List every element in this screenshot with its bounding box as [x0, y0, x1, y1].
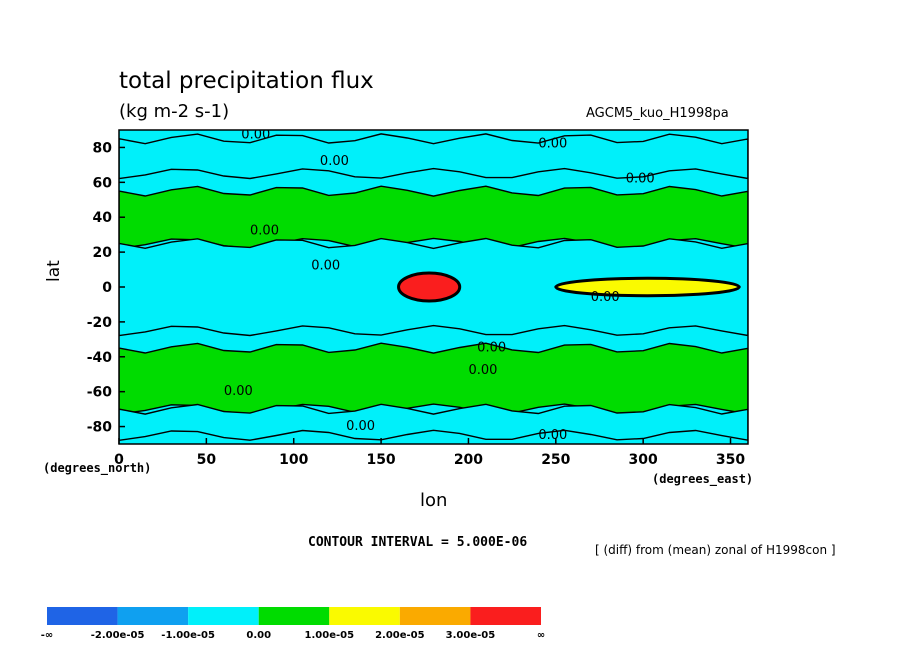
region-band-south-mid-positive	[119, 342, 748, 415]
contour-label: 0.00	[250, 224, 279, 239]
y-unit-label: (degrees_north)	[43, 461, 152, 475]
contour-label: 0.00	[241, 128, 270, 143]
colorbar-swatch	[470, 607, 541, 625]
contour-label: 0.00	[311, 259, 340, 274]
x-tick-label: 250	[541, 452, 570, 468]
y-tick-label: 0	[102, 280, 112, 296]
contour-label: 0.00	[477, 341, 506, 356]
x-tick-label: 0	[114, 452, 124, 468]
contour-label: 0.00	[538, 136, 567, 151]
model-label: AGCM5_kuo_H1998pa	[586, 106, 729, 121]
x-tick-label: 50	[197, 452, 217, 468]
chart-units: (kg m-2 s-1)	[119, 101, 230, 122]
contour-label: 0.00	[346, 419, 375, 434]
colorbar-label: -2.00e-05	[91, 630, 145, 641]
x-axis-label: lon	[420, 490, 448, 511]
colorbar-label: 3.00e-05	[446, 630, 496, 641]
region-band-north-polar-negative	[119, 133, 748, 180]
region-band-south-polar-negative	[119, 403, 748, 442]
y-tick-label: 20	[93, 245, 113, 261]
region-itcz-east	[554, 276, 741, 298]
colorbar-swatch	[329, 607, 400, 625]
region-warm-pool-anomaly	[397, 271, 462, 303]
colorbar-swatch	[399, 607, 471, 625]
region-band-north-mid-positive	[119, 185, 748, 250]
x-tick-label: 200	[454, 452, 483, 468]
diff-note: [ (diff) from (mean) zonal of H1998con ]	[595, 543, 836, 557]
colorbar-label: ∞	[537, 630, 545, 641]
colorbar-label: -1.00e-05	[161, 630, 215, 641]
contour-label: 0.00	[320, 154, 349, 169]
chart-title: total precipitation flux	[119, 68, 374, 94]
colorbar-swatch	[47, 607, 118, 625]
x-tick-label: 300	[629, 452, 658, 468]
contour-label: 0.00	[591, 290, 620, 305]
x-unit-label: (degrees_east)	[652, 472, 754, 486]
y-tick-label: 40	[93, 210, 113, 226]
contour-label: 0.00	[224, 384, 253, 399]
colorbar-label: 1.00e-05	[305, 630, 355, 641]
y-tick-label: -40	[87, 350, 113, 366]
colorbar-label: 0.00	[246, 630, 271, 641]
colorbar-swatch	[188, 607, 259, 625]
colorbar-swatch	[258, 607, 330, 625]
x-tick-label: 150	[366, 452, 395, 468]
y-tick-label: 60	[93, 175, 113, 191]
y-tick-label: -80	[87, 420, 113, 436]
y-tick-label: -60	[87, 385, 113, 401]
colorbar: -∞ -2.00e-05 -1.00e-05 0.00 1.00e-05 2.00e-05…	[41, 607, 545, 641]
contour-label: 0.00	[538, 428, 567, 443]
axes-layer: 0 50 100 150 200 250 300 350806040200-20-40-60-…	[87, 129, 749, 468]
x-tick-label: 350	[716, 452, 745, 468]
colorbar-label: -∞	[41, 630, 53, 641]
y-tick-label: -20	[87, 315, 113, 331]
y-tick-label: 80	[93, 140, 113, 156]
contour-label: 0.00	[468, 363, 497, 378]
field-layer: 0.00 0.00 0.00 0.00 0.00 0.00 0.00 0.00 0.00 0.00…	[119, 128, 748, 444]
colorbar-swatch	[117, 607, 189, 625]
x-tick-label: 100	[279, 452, 308, 468]
contour-label: 0.00	[626, 171, 655, 186]
colorbar-label: 2.00e-05	[375, 630, 425, 641]
contour-interval: CONTOUR INTERVAL = 5.000E-06	[308, 535, 528, 550]
